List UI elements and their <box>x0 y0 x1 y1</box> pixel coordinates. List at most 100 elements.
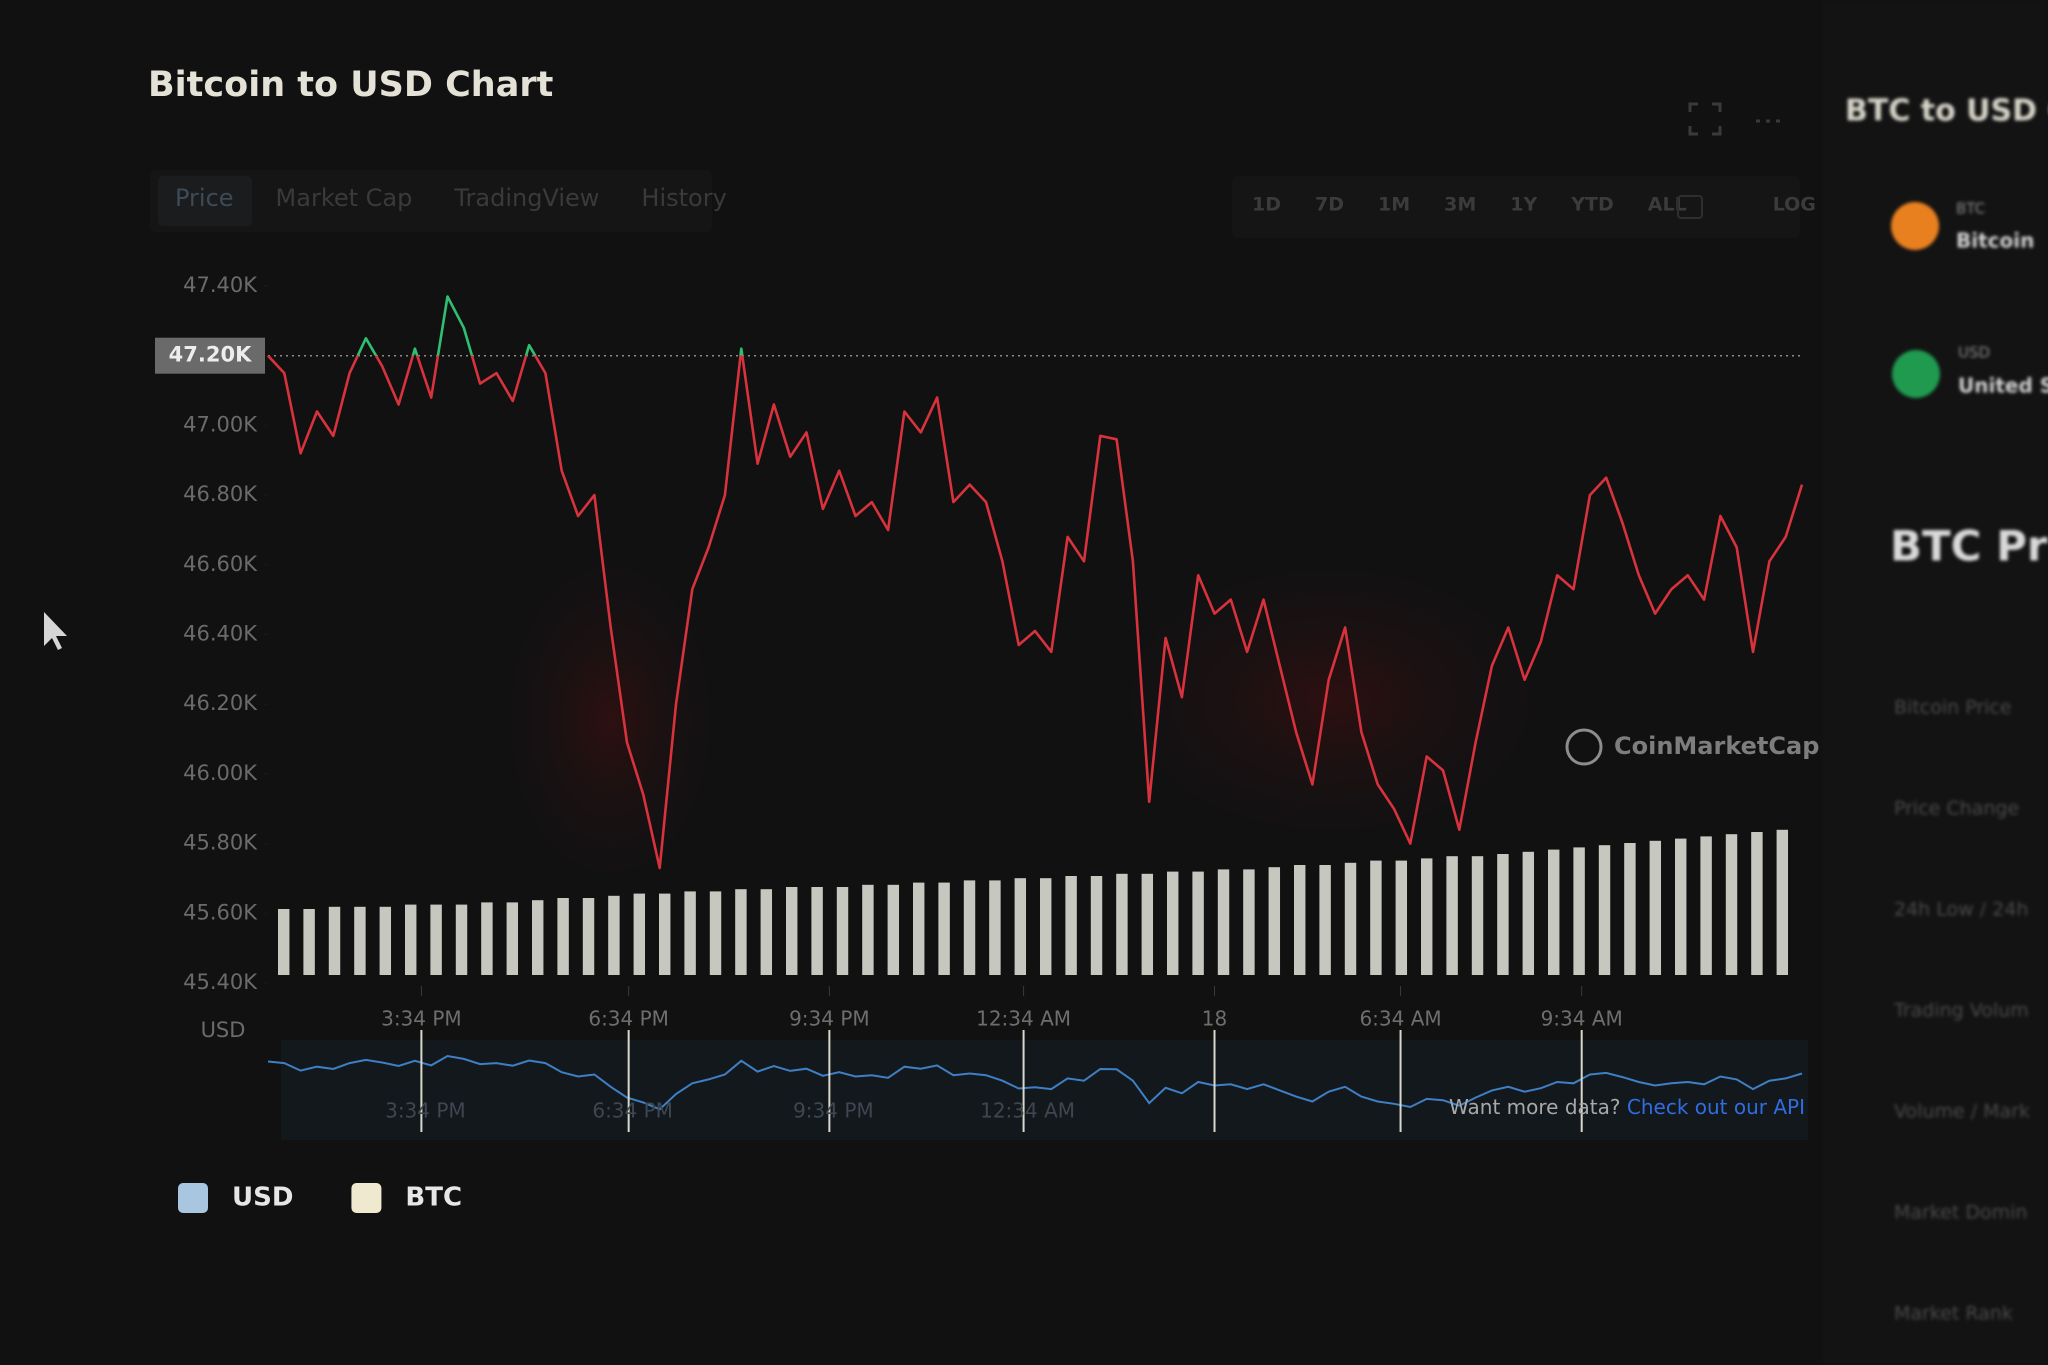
price-line <box>267 295 1804 870</box>
volume-bar <box>735 889 747 975</box>
volume-bar <box>1268 867 1281 975</box>
coin-symbol: BTC <box>1956 200 1985 218</box>
volume-bar <box>1751 832 1763 975</box>
volume-bar <box>1370 860 1382 975</box>
y-tick-label: 45.60K <box>183 900 258 924</box>
coin-name: United St <box>1958 374 2048 398</box>
usd-icon <box>1892 350 1940 398</box>
range-button[interactable]: YTD <box>1570 194 1614 216</box>
sidebar: BTC to USD Co BTC Bitcoin USD United St … <box>1822 0 2048 1365</box>
y-tick-label: 46.40K <box>183 622 258 646</box>
range-button[interactable]: 1D <box>1252 194 1281 216</box>
legend-swatch[interactable] <box>178 1183 208 1213</box>
volume-bar <box>862 884 874 975</box>
y-tick-label: 46.60K <box>183 552 258 576</box>
fullscreen-icon[interactable] <box>1688 102 1722 136</box>
watermark: CoinMarketCap <box>1614 732 1819 760</box>
price-label-bg <box>155 337 265 374</box>
tab[interactable]: Market Cap <box>276 184 413 212</box>
sidebar-row: Bitcoin Price <box>1894 697 2012 719</box>
sidebar-row: Price Change <box>1894 798 2019 820</box>
volume-bar <box>481 902 493 975</box>
chart-tools[interactable] <box>1688 102 1780 136</box>
x-tick-label: 12:34 AM <box>976 1007 1071 1031</box>
volume-bar <box>1192 871 1204 975</box>
tab-active-bg <box>158 176 252 226</box>
mouse-cursor <box>44 612 67 650</box>
volume-bar <box>786 887 798 975</box>
range-button[interactable]: ALL <box>1648 194 1687 216</box>
range-button[interactable]: 1Y <box>1510 194 1537 216</box>
legend-label[interactable]: BTC <box>405 1183 462 1213</box>
volume-bar <box>1395 860 1408 975</box>
x-tick-label: 6:34 AM <box>1359 1007 1441 1031</box>
volume-bar <box>506 902 519 975</box>
volume-bar <box>430 904 442 975</box>
volume-bar <box>1243 869 1255 975</box>
volume-bar <box>1014 878 1027 975</box>
legend-label[interactable]: USD <box>232 1183 293 1213</box>
coin-symbol: USD <box>1958 344 1990 362</box>
x-tick-label: 9:34 PM <box>789 1007 870 1031</box>
volume-bar <box>1700 836 1712 975</box>
volume-bar <box>1040 878 1052 975</box>
y-tick-label: 45.40K <box>183 970 258 994</box>
navigator-bg <box>281 1040 1808 1140</box>
tab[interactable]: History <box>641 184 726 212</box>
volume-bar <box>1522 851 1535 975</box>
volume-bar <box>913 882 925 975</box>
x-tick-label: 6:34 PM <box>588 1007 669 1031</box>
volume-bar <box>582 898 595 975</box>
navigator-label: 9:34 PM <box>793 1099 874 1123</box>
volume-bar <box>608 895 620 975</box>
volume-bar <box>303 909 315 975</box>
volume-bar <box>1573 847 1585 975</box>
volume-bar <box>405 904 417 975</box>
tab[interactable]: TradingView <box>453 184 599 212</box>
navigator-label: 6:34 PM <box>592 1099 673 1123</box>
volume-bar <box>709 891 722 975</box>
y-tick-label: 47.40K <box>183 273 258 297</box>
y-tick-label: 47.00K <box>183 412 258 436</box>
sidebar-row: 24h Low / 24h <box>1894 899 2028 921</box>
range-button[interactable]: 7D <box>1315 194 1344 216</box>
footer-prompt: Want more data? <box>1449 1095 1620 1119</box>
range-button[interactable]: LOG <box>1773 194 1816 216</box>
y-tick-label: 46.80K <box>183 482 258 506</box>
tab[interactable]: Price <box>175 184 234 212</box>
volume-bar <box>1141 873 1154 975</box>
volume-bar <box>1548 849 1560 975</box>
volume-bar <box>760 889 773 975</box>
volume-bar <box>557 898 569 975</box>
sidebar-rows: Bitcoin Price Price Change 24h Low / 24h Tr… <box>1893 697 2030 1325</box>
y-tick-label: 46.20K <box>183 691 258 715</box>
volume-bar <box>278 909 290 975</box>
chart-title: Bitcoin to USD Chart <box>148 65 553 105</box>
btc-icon <box>1891 202 1939 250</box>
volume-bar <box>1294 865 1306 975</box>
area-glow <box>480 520 740 920</box>
watermark-logo <box>1565 728 1603 766</box>
api-link[interactable]: Check out our API <box>1627 1095 1805 1119</box>
navigator-line <box>267 1054 1803 1111</box>
volume-bar <box>532 900 544 975</box>
sidebar-row: Trading Volum <box>1893 1000 2029 1022</box>
volume-bar <box>1649 840 1662 975</box>
y-tick-label: 45.80K <box>183 831 258 855</box>
calendar-icon[interactable] <box>1677 195 1703 219</box>
range-button[interactable]: 1M <box>1378 194 1410 216</box>
range-button[interactable]: 3M <box>1444 194 1476 216</box>
volume-bar <box>1217 869 1230 975</box>
legend-swatch[interactable] <box>351 1183 382 1213</box>
navigator-label: 12:34 AM <box>980 1099 1075 1123</box>
volume-bar <box>1344 862 1357 975</box>
volume-bar <box>1497 854 1509 975</box>
volume-bar <box>1065 876 1077 975</box>
coin-name: Bitcoin <box>1956 229 2034 253</box>
plot: 45.40K 45.60K 45.80K 46.00K 46.20K 46.40K 46.6… <box>155 273 1808 1140</box>
volume-bar <box>354 906 366 975</box>
volume-bar <box>938 882 950 975</box>
volume-bar <box>1624 843 1636 975</box>
ranges: 1D 7D 1M 3M 1Y YTD ALL LOG <box>1252 194 1816 216</box>
